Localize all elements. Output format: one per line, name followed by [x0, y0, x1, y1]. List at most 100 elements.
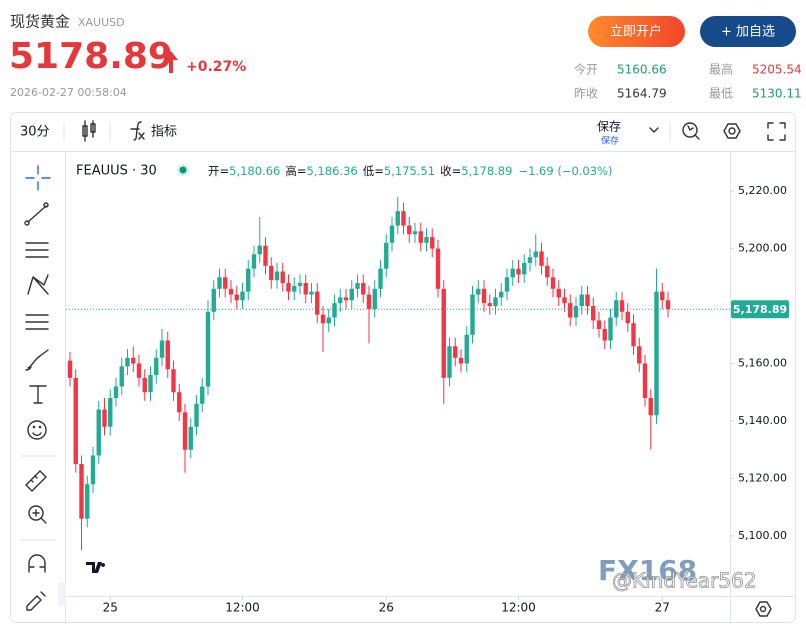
legend-value: 5,180.66 — [229, 164, 280, 178]
quick-search[interactable] — [682, 122, 700, 140]
candle-body — [516, 268, 521, 275]
candle-body — [533, 251, 538, 258]
candle-body — [401, 211, 406, 226]
candle-body — [412, 231, 418, 235]
watermark-user: @KindYear562 — [612, 569, 757, 593]
candle-body — [343, 297, 349, 301]
settings-button[interactable] — [723, 123, 741, 139]
candle-body — [246, 268, 251, 292]
y-tick-label: 5,100.00 — [738, 529, 787, 542]
save-menu[interactable] — [649, 127, 659, 133]
candle-body — [441, 288, 446, 378]
candle-body — [430, 237, 435, 249]
legend-value: 5,175.51 — [384, 164, 435, 178]
candle-body — [165, 340, 170, 370]
x-tick-label: 26 — [379, 601, 394, 615]
candle-body — [148, 375, 153, 393]
status-dot — [179, 166, 187, 174]
legend-label: 开= — [208, 164, 229, 178]
indicator-icon[interactable] — [130, 121, 145, 141]
candle-body — [504, 277, 510, 292]
candle-body — [493, 297, 498, 307]
y-tick-label: 5,140.00 — [738, 414, 787, 427]
candle-body — [292, 285, 297, 292]
legend-label: 收= — [440, 164, 461, 178]
candle-body — [131, 357, 136, 364]
up-arrow — [164, 51, 178, 73]
candle-body — [378, 268, 383, 289]
fullscreen-button[interactable] — [767, 122, 786, 141]
candle-body — [315, 291, 320, 315]
indicators-button[interactable]: 指标 — [151, 125, 177, 140]
candle-body — [665, 300, 671, 310]
candle-body — [556, 288, 561, 298]
candle-body — [125, 357, 130, 367]
candle-body — [510, 268, 515, 278]
candle-body — [384, 242, 389, 269]
chart-frame — [10, 112, 796, 623]
add-watch-label[interactable]: + 加自选 — [721, 25, 775, 40]
candle-body — [234, 294, 239, 301]
candle-body — [286, 283, 291, 292]
candle-body — [257, 245, 262, 255]
candle-body — [435, 248, 441, 289]
candle-body — [642, 363, 648, 398]
ohlc-legend: 开=5,180.66 高=5,186.36 低=5,175.51 收=5,178.89… — [208, 164, 612, 178]
candle-body — [447, 346, 452, 378]
candle-body — [159, 340, 165, 358]
candle-body — [136, 363, 142, 378]
legend-label: 高= — [285, 164, 306, 178]
candle-body — [389, 225, 395, 243]
candle-body — [274, 271, 280, 281]
chart-style-button[interactable] — [82, 120, 96, 142]
candle-body — [487, 303, 492, 307]
candle-body — [251, 254, 257, 269]
candle-body — [228, 288, 234, 295]
candle-body — [194, 403, 199, 427]
drawing-tools[interactable] — [24, 165, 51, 611]
legend-value: 5,178.89 — [461, 164, 512, 178]
candle-body — [332, 303, 337, 318]
candle-body — [113, 386, 119, 398]
candle-body — [90, 455, 96, 485]
candle-body — [108, 397, 113, 427]
legend-label: 低= — [363, 164, 384, 178]
watermark-logo: FX168 — [598, 554, 697, 587]
candle-body — [67, 360, 73, 378]
x-tick-label: 12:00 — [225, 601, 260, 615]
candle-body — [171, 369, 176, 393]
candle-body — [539, 251, 544, 266]
add-watch-button[interactable] — [700, 16, 796, 47]
last-price: 5178.89 — [9, 36, 173, 77]
price-change: +0.27% — [186, 59, 246, 75]
interval-button[interactable]: 30分 — [20, 125, 50, 140]
candle-body — [269, 265, 274, 281]
candle-body — [625, 311, 630, 324]
candle-body — [320, 314, 326, 324]
candle-body — [464, 334, 469, 364]
instrument-name: 现货黄金 — [10, 13, 70, 31]
candle-body — [240, 291, 245, 301]
axis-settings[interactable] — [755, 601, 772, 617]
open-account-label[interactable]: 立即开户 — [610, 24, 662, 40]
candle-body — [596, 320, 602, 330]
candle-body — [177, 392, 182, 413]
y-tick-label: 5,120.00 — [738, 471, 787, 484]
candle-body — [372, 288, 377, 309]
candle-body — [585, 294, 590, 307]
candle-body — [217, 277, 222, 289]
stat-label: 今开 — [574, 62, 598, 77]
stat-value: 5164.79 — [617, 87, 667, 101]
candle-body — [545, 265, 550, 278]
candle-body — [182, 412, 188, 450]
candle-body — [119, 366, 124, 387]
open-account-button[interactable] — [588, 16, 685, 47]
candle-body — [637, 346, 642, 364]
save-button[interactable]: 保存 — [597, 120, 621, 134]
candle-body — [476, 288, 481, 295]
candle-body — [470, 294, 475, 335]
stat-value: 5205.54 — [752, 63, 802, 77]
candle-body — [550, 277, 556, 289]
candle-body — [602, 329, 607, 341]
collapse-sidebar[interactable] — [58, 582, 66, 606]
